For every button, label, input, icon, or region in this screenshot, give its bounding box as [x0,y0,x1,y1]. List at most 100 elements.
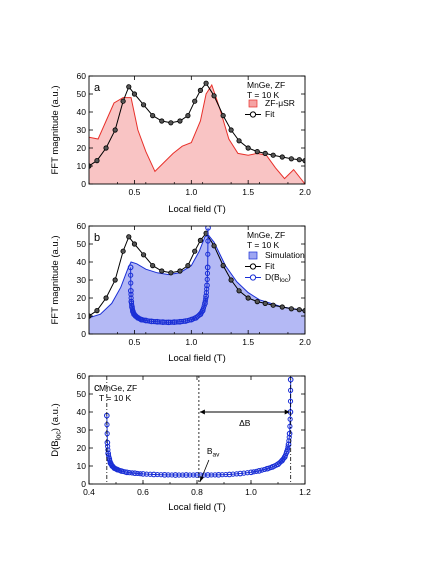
data-point [127,264,134,271]
y-tick-label: 10 [77,461,87,471]
x-tick-label: 1.0 [185,187,197,197]
data-point [205,238,211,244]
data-point [204,472,211,478]
b-av-label-base: B [207,446,213,456]
data-point [128,295,134,301]
data-point [160,319,166,325]
legend-swatch [248,99,258,108]
data-point [212,472,218,478]
y-tick-label: 50 [77,239,87,249]
data-point [150,113,156,119]
legend-label: ZF-μSR [265,98,295,108]
b-av-pointer-head [199,476,204,482]
data-point [248,469,254,476]
data-point [145,318,151,324]
data-point [236,288,242,294]
data-point [128,291,134,297]
data-point [173,319,179,325]
y-tick-label: 60 [77,371,87,381]
data-point [215,471,222,478]
series-line [89,82,305,167]
x-tick-label: 0.8 [191,487,203,497]
legend-label: Fit [265,109,275,119]
data-point [167,319,174,325]
x-tick-label: 0.4 [83,487,95,497]
data-point [204,276,210,282]
data-point [112,277,118,283]
data-point [162,319,168,325]
y-tick-label: 0 [81,329,86,339]
data-point [211,243,217,249]
data-point [169,472,175,478]
data-point [205,251,211,257]
panel-label: b [94,232,100,244]
x-tick-label: 2.0 [299,187,311,197]
panel-label: a [94,82,101,94]
data-point [126,470,133,476]
data-point [236,138,242,144]
data-point [228,277,234,283]
data-point [197,87,204,94]
data-point [237,470,244,477]
data-point [254,149,260,155]
y-tick-label: 50 [77,89,87,99]
data-point [140,102,147,108]
y-tick-label: 10 [77,311,87,321]
data-point [158,472,164,478]
sample-name: MnGe, ZF [247,230,285,240]
legend-label: D(Bloc) [265,272,291,284]
y-tick-label: 30 [77,125,87,135]
data-point [126,234,132,240]
data-point [126,84,132,90]
legend-swatch [248,251,258,260]
y-axis-label-base: D(B [50,440,61,456]
y-tick-label: 60 [77,221,87,231]
data-point [183,472,190,478]
data-point [288,306,294,312]
data-point [256,468,262,474]
series-area-edge [89,234,305,319]
data-point [276,460,282,466]
data-point [203,80,209,86]
sample-name: MnGe, ZF [99,383,137,393]
data-point [202,298,208,304]
data-point [171,319,178,325]
data-point [103,295,109,301]
y-tick-label: 0 [81,479,86,489]
legend-label: Simulation [265,250,305,260]
data-point [287,423,293,429]
plot-area [89,80,305,184]
x-axis-label: Local field (T) [168,204,226,215]
data-point [177,318,183,325]
y-tick-label: 40 [77,107,87,117]
data-point [131,241,138,247]
plot-area [89,226,305,334]
y-axis-label: FFT magnitude (a.u.) [50,85,61,174]
data-point [105,443,111,449]
y-tick-label: 0 [81,179,86,189]
data-point [230,471,236,477]
data-point [154,471,160,478]
data-point [262,150,268,156]
data-point [185,113,191,119]
data-point [180,472,186,478]
data-point [203,296,209,302]
data-point [137,471,143,477]
data-point [168,270,174,276]
data-point [177,268,183,274]
data-point [165,319,172,326]
y-axis-label-sub: loc [55,431,63,441]
panel-a: 0.5 1.0 1.5 2.0 0 10 20 30 40 50 60 Local field (T)… [50,71,311,215]
data-point [132,470,138,477]
data-point [220,262,226,269]
x-tick-label: 1.0 [185,337,197,347]
temperature-label: T = 10 K [247,240,280,250]
data-point [172,472,179,478]
legend-marker [249,274,257,281]
panel-b: 0.5 1.0 1.5 2.0 0 10 20 30 40 50 60 Local field (T)… [50,221,311,364]
y-tick-label: 30 [77,425,87,435]
data-point [201,303,207,309]
data-point [200,305,207,311]
legend-label: Fit [265,261,275,271]
x-axis-label: Local field (T) [168,502,226,513]
